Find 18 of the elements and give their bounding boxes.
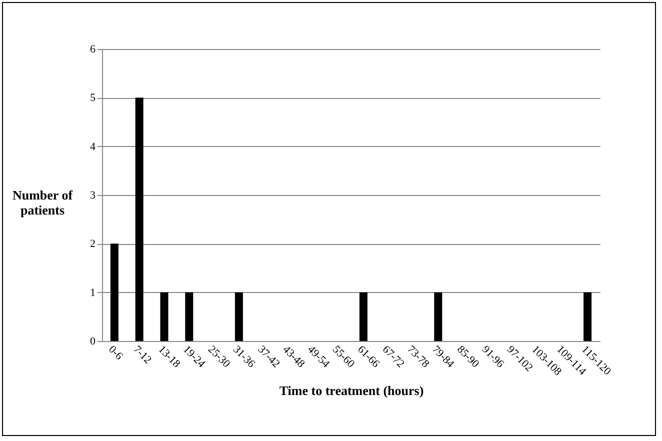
bar (434, 292, 442, 341)
y-axis-title: Number of patients (12, 188, 74, 218)
x-axis-title: Time to treatment (hours) (279, 383, 424, 398)
bar (234, 292, 243, 341)
bar (584, 292, 592, 341)
y-tick-label: 3 (90, 190, 96, 202)
y-tick-label: 0 (90, 336, 96, 348)
y-tick-label: 5 (90, 92, 96, 104)
y-tick-label: 6 (90, 44, 96, 56)
bar (160, 292, 168, 341)
y-tick-label: 2 (90, 238, 96, 250)
bar (135, 98, 144, 341)
x-tick-label: 0-6 (106, 344, 126, 363)
y-tick-label: 1 (90, 286, 96, 299)
bar (359, 292, 368, 341)
bar (110, 244, 118, 341)
y-tick-label: 4 (90, 140, 96, 153)
bar (185, 292, 194, 341)
